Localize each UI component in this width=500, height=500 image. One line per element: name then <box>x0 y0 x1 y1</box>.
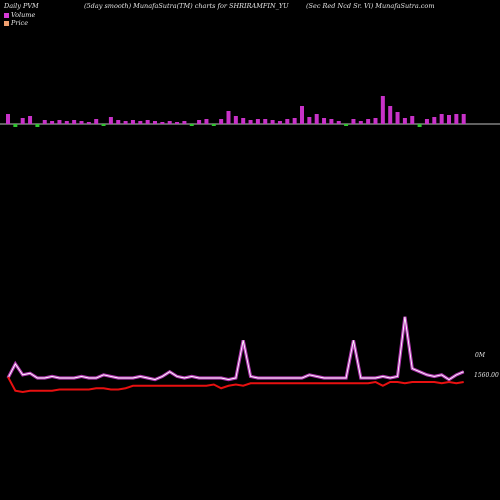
volume-bar <box>373 118 378 124</box>
volume-bar <box>108 117 113 124</box>
volume-bar <box>130 120 135 124</box>
volume-line <box>7 316 464 381</box>
price-line <box>7 376 464 394</box>
volume-bar <box>248 120 253 124</box>
volume-bar <box>314 114 319 124</box>
volume-axis-label: 0M <box>475 352 486 359</box>
volume-bar <box>432 117 437 124</box>
legend-volume: Volume <box>4 11 35 19</box>
volume-bar <box>255 119 260 124</box>
chart-type-label: Daily PVM <box>4 2 39 10</box>
volume-bar <box>285 119 290 124</box>
legend-volume-label: Volume <box>11 11 36 19</box>
volume-bar <box>197 120 202 124</box>
volume-bar <box>160 122 165 124</box>
legend-price-label: Price <box>11 19 29 27</box>
volume-bar <box>189 124 194 126</box>
volume-bar <box>402 118 407 124</box>
volume-bar <box>292 118 297 124</box>
volume-bar <box>72 120 77 124</box>
volume-bar <box>64 121 69 124</box>
volume-bar <box>424 119 429 124</box>
legend-volume-swatch <box>4 12 9 18</box>
volume-bar <box>28 116 33 124</box>
volume-line-glow <box>6 316 465 382</box>
volume-bar <box>94 119 99 124</box>
volume-bar <box>101 124 106 126</box>
volume-bar <box>42 120 47 124</box>
volume-bar <box>454 114 459 124</box>
volume-bar <box>35 124 40 127</box>
volume-bar <box>344 124 349 126</box>
volume-bar <box>116 120 121 124</box>
volume-bar <box>388 106 393 124</box>
legend-price-swatch <box>4 20 9 26</box>
volume-bar <box>57 120 62 124</box>
legend-price: Price <box>4 19 28 27</box>
volume-bar <box>138 121 143 124</box>
volume-bar <box>153 121 157 124</box>
volume-bar <box>241 118 246 124</box>
volume-bar <box>395 112 400 124</box>
volume-bar <box>226 111 231 124</box>
volume-bar <box>6 114 10 124</box>
chart-subtitle: (Sec Red Ncd Sr. Vi) MunafaSutra.com <box>306 2 435 10</box>
volume-bar <box>461 114 466 124</box>
volume-bar <box>336 121 341 124</box>
volume-bar <box>211 124 216 126</box>
volume-bar <box>358 121 363 124</box>
volume-bar <box>182 121 187 124</box>
volume-bar <box>233 116 238 124</box>
volume-bar <box>123 121 128 124</box>
volume-bar <box>219 119 224 124</box>
volume-bar <box>50 121 55 124</box>
price-axis-label: 1560.00 <box>474 372 499 379</box>
volume-bar <box>277 121 282 124</box>
volume-bar <box>300 106 304 124</box>
volume-bar <box>204 119 209 124</box>
volume-bar <box>329 119 334 124</box>
volume-bar <box>20 118 25 124</box>
volume-bar <box>417 124 422 127</box>
volume-bar <box>410 116 415 124</box>
volume-bar <box>86 122 91 124</box>
volume-bar <box>263 119 268 124</box>
volume-bar <box>79 121 84 124</box>
volume-bar <box>270 120 275 124</box>
volume-bar <box>175 122 180 124</box>
volume-bar <box>380 96 385 124</box>
volume-bar <box>351 119 356 124</box>
volume-bar <box>145 120 150 124</box>
chart-title: (5day smooth) MunafaSutra(TM) charts for… <box>84 2 289 10</box>
volume-bar <box>447 115 451 124</box>
volume-bar <box>366 119 371 124</box>
volume-bar <box>167 121 172 124</box>
volume-bars <box>6 96 466 127</box>
price-volume-lines <box>6 316 465 394</box>
volume-bar <box>439 114 444 124</box>
volume-bar <box>13 124 18 127</box>
volume-bar <box>307 117 312 124</box>
volume-bar <box>322 118 327 124</box>
